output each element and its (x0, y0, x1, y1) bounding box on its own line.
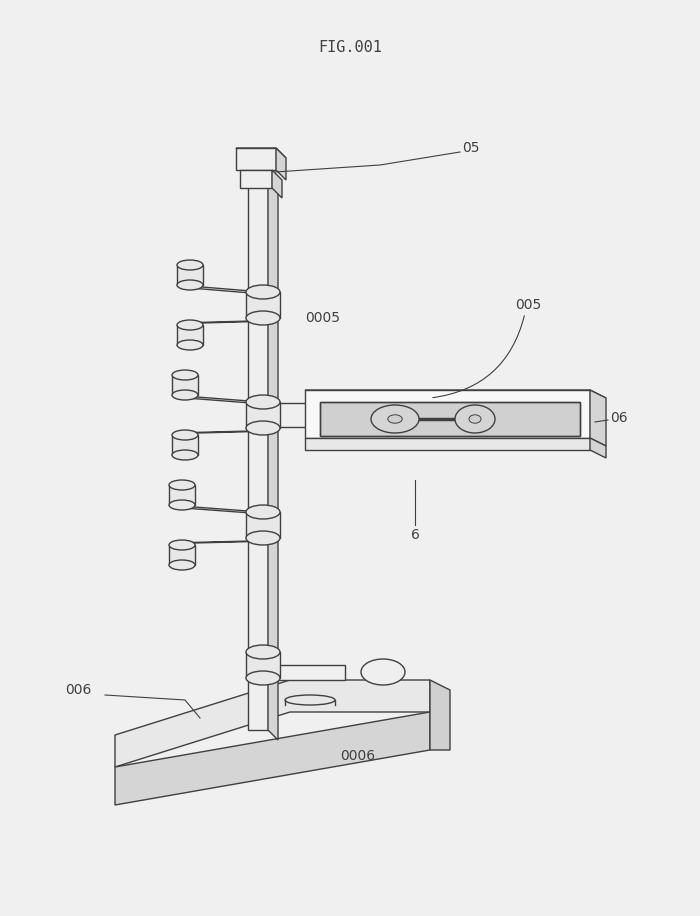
Ellipse shape (455, 405, 495, 433)
Polygon shape (268, 175, 278, 740)
Polygon shape (172, 435, 198, 455)
Polygon shape (169, 545, 195, 565)
Ellipse shape (177, 340, 203, 350)
Polygon shape (236, 148, 276, 170)
Polygon shape (178, 321, 275, 323)
Polygon shape (590, 390, 606, 446)
Ellipse shape (246, 421, 280, 435)
Polygon shape (177, 265, 203, 285)
Polygon shape (178, 287, 275, 293)
Ellipse shape (169, 560, 195, 570)
Text: 005: 005 (515, 298, 541, 312)
Text: 0006: 0006 (340, 749, 375, 763)
Ellipse shape (172, 430, 198, 440)
Ellipse shape (169, 540, 195, 550)
Text: 06: 06 (610, 411, 628, 425)
Ellipse shape (172, 390, 198, 400)
Ellipse shape (469, 415, 481, 423)
Polygon shape (268, 403, 310, 427)
Ellipse shape (371, 405, 419, 433)
Ellipse shape (246, 645, 280, 659)
Polygon shape (590, 438, 606, 458)
Polygon shape (115, 680, 430, 767)
Polygon shape (170, 541, 275, 543)
Polygon shape (173, 431, 275, 433)
Text: 0005: 0005 (305, 311, 340, 325)
Ellipse shape (169, 500, 195, 510)
Polygon shape (115, 712, 430, 805)
Polygon shape (305, 390, 606, 398)
Polygon shape (246, 292, 280, 318)
Ellipse shape (388, 415, 402, 423)
Polygon shape (268, 665, 345, 680)
Polygon shape (173, 397, 275, 403)
Polygon shape (276, 148, 286, 180)
Polygon shape (430, 680, 450, 750)
Polygon shape (305, 390, 590, 438)
Ellipse shape (177, 280, 203, 290)
Ellipse shape (172, 370, 198, 380)
Text: 6: 6 (411, 528, 419, 542)
Ellipse shape (246, 311, 280, 325)
Ellipse shape (246, 395, 280, 409)
Polygon shape (177, 325, 203, 345)
Ellipse shape (246, 285, 280, 299)
Polygon shape (246, 512, 280, 538)
Ellipse shape (172, 450, 198, 460)
Polygon shape (240, 170, 272, 188)
Ellipse shape (246, 531, 280, 545)
Polygon shape (248, 175, 268, 730)
Polygon shape (246, 652, 280, 678)
Ellipse shape (177, 260, 203, 270)
Ellipse shape (177, 320, 203, 330)
Ellipse shape (246, 505, 280, 519)
Text: 05: 05 (462, 141, 480, 155)
Polygon shape (246, 402, 280, 428)
Polygon shape (236, 148, 286, 158)
Ellipse shape (169, 480, 195, 490)
Text: 006: 006 (65, 683, 92, 697)
Polygon shape (320, 402, 580, 436)
Polygon shape (248, 175, 278, 185)
Ellipse shape (361, 659, 405, 685)
Ellipse shape (246, 671, 280, 685)
Polygon shape (272, 170, 282, 198)
Polygon shape (172, 375, 198, 395)
Polygon shape (170, 507, 275, 513)
Polygon shape (169, 485, 195, 505)
Polygon shape (305, 438, 590, 450)
Text: FIG.001: FIG.001 (318, 40, 382, 56)
